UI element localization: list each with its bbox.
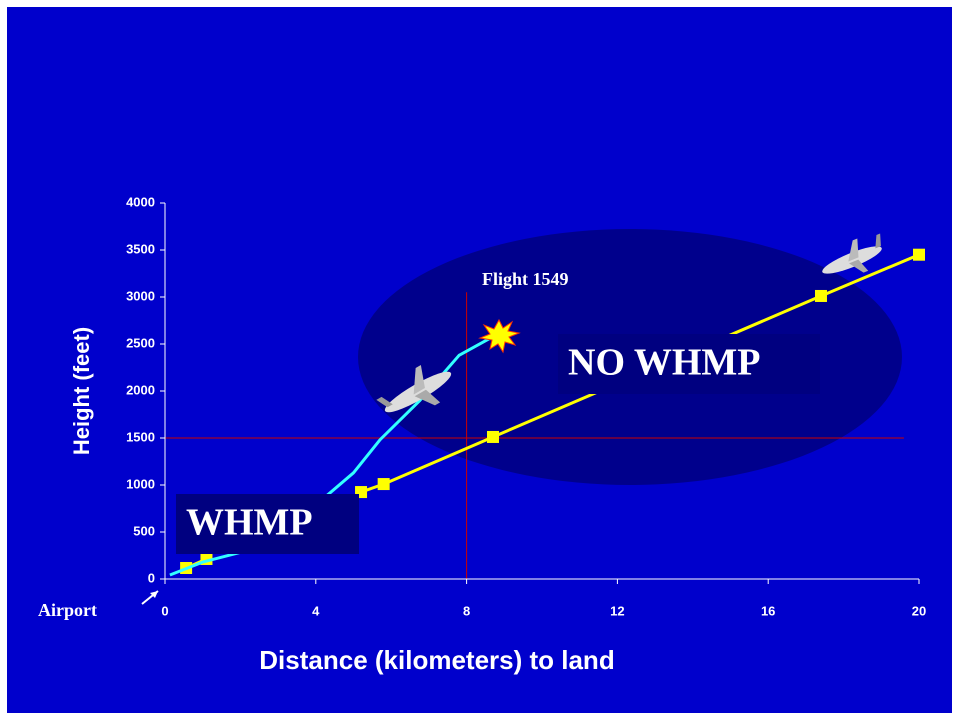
x-tick-label: 12: [610, 603, 624, 618]
no-whmp-box: [558, 334, 820, 394]
y-tick-label: 500: [133, 523, 155, 538]
y-axis-title: Height (feet): [69, 327, 94, 455]
y-tick-label: 1500: [126, 429, 155, 444]
whmp-label: WHMP: [186, 502, 313, 544]
x-tick-label: 16: [761, 603, 775, 618]
crash-burst: [478, 318, 521, 354]
point: [913, 248, 925, 261]
flight-label: Flight 1549: [482, 269, 569, 289]
arrow-head: [150, 591, 158, 598]
plane-icon: [822, 233, 882, 274]
x-tick-label: 4: [312, 603, 320, 618]
airport-label: Airport: [38, 600, 97, 620]
point: [377, 478, 390, 491]
point: [814, 289, 827, 302]
whmp-box: [176, 494, 359, 554]
y-tick-label: 0: [148, 570, 155, 585]
y-tick-label: 3500: [126, 241, 155, 256]
y-tick-label: 1000: [126, 476, 155, 491]
no-whmp-label: NO WHMP: [568, 342, 760, 384]
point: [486, 430, 499, 443]
x-tick-label: 20: [912, 603, 926, 618]
x-tick-label: 8: [463, 603, 470, 618]
y-tick-label: 2000: [126, 382, 155, 397]
x-tick-label: 0: [161, 603, 168, 618]
plot: 0 500 1000 1500 2000 2500 3000 3500 4000 0 4 8 12 16 2…: [126, 194, 926, 618]
y-tick-label: 3000: [126, 288, 155, 303]
x-axis-title: Distance (kilometers) to land: [259, 645, 614, 675]
y-tick-label: 2500: [126, 335, 155, 350]
plane-icon: [376, 364, 452, 413]
y-tick-label: 4000: [126, 194, 155, 209]
